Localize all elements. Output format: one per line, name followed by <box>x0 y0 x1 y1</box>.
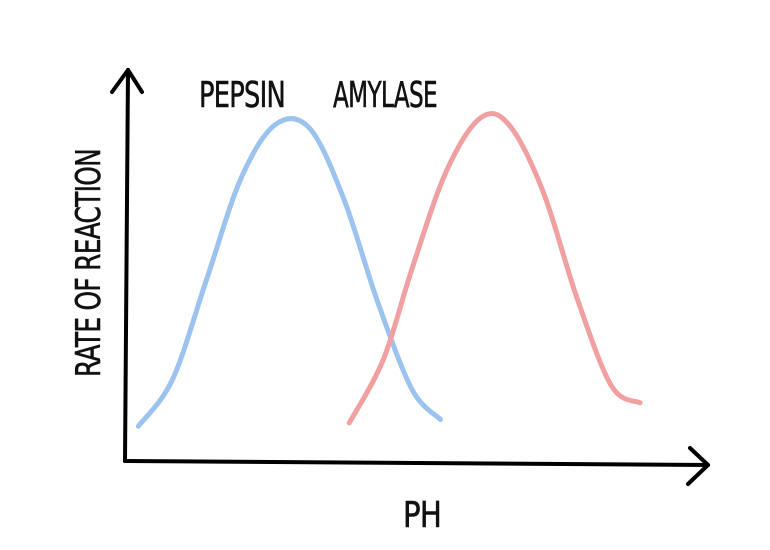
series-line-pepsin <box>135 116 443 429</box>
x-axis-arrowhead <box>686 446 710 486</box>
series-line-amylase <box>346 110 643 426</box>
series-label-pepsin: PEPSIN <box>199 75 285 116</box>
x-axis-label: PH <box>403 495 441 536</box>
x-axis-line <box>123 459 710 467</box>
series-layer <box>135 110 643 429</box>
y-axis-line <box>123 68 130 463</box>
y-axis-arrowhead <box>110 68 144 94</box>
y-axis-label: RATE OF REACTION <box>69 149 109 377</box>
axes <box>110 68 710 486</box>
series-label-amylase: AMYLASE <box>333 75 437 116</box>
